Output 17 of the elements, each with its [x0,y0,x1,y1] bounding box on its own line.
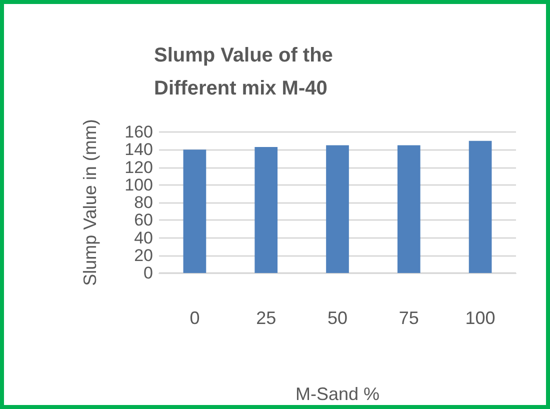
y-tick-label: 120 [124,158,153,177]
y-tick-label: 60 [134,210,153,230]
chart-title: Slump Value of the Different mix M-40 [154,44,333,100]
x-axis-title: M-Sand % [295,384,380,404]
x-tick-label: 50 [327,308,348,328]
y-tick-label: 20 [134,246,153,265]
y-tick-label: 0 [144,264,153,282]
y-tick-label: 140 [124,140,153,160]
y-tick-label: 100 [124,175,153,194]
y-tick-label: 160 [124,122,153,142]
x-tick-label: 100 [465,308,496,328]
y-tick-label: 80 [134,193,153,212]
x-tick-label: 75 [398,308,419,328]
y-axis-title: Slump Value in (mm) [80,119,100,286]
x-tick-label: 25 [256,308,276,328]
x-tick-label: 0 [190,308,200,328]
y-tick-label: 40 [134,228,153,248]
